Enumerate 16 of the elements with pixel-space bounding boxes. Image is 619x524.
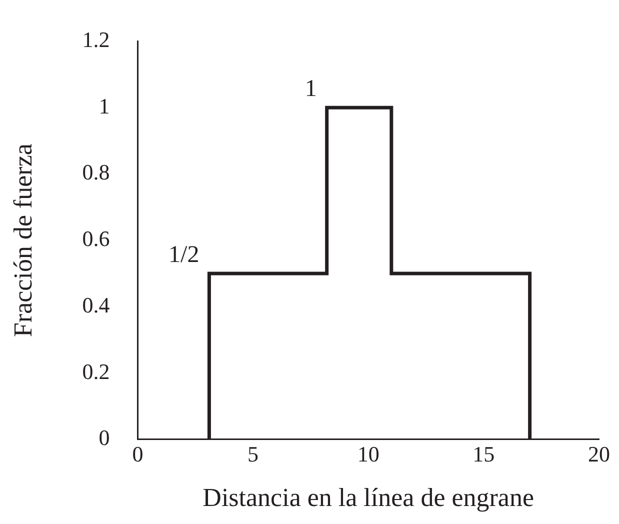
y-axis-title: Fracción de fuerza (8, 143, 38, 338)
y-tick-label: 0.4 (82, 292, 110, 318)
x-tick-label: 20 (588, 441, 610, 466)
x-tick-label: 0 (132, 441, 144, 466)
x-tick-label: 10 (357, 441, 380, 466)
y-tick-label: 0.2 (82, 358, 110, 384)
x-tick-label: 15 (472, 441, 495, 466)
y-tick-label: 1 (98, 93, 110, 118)
y-tick-label: 0.8 (82, 160, 110, 185)
y-tick-label: 1.2 (82, 26, 110, 52)
annotation: 1/2 (168, 242, 200, 268)
x-axis-title: Distancia en la línea de engrane (202, 483, 534, 512)
y-tick-label: 0 (98, 425, 110, 450)
x-tick-label: 5 (248, 441, 259, 466)
annotation: 1 (304, 76, 317, 102)
y-tick-label: 0.6 (82, 226, 110, 252)
